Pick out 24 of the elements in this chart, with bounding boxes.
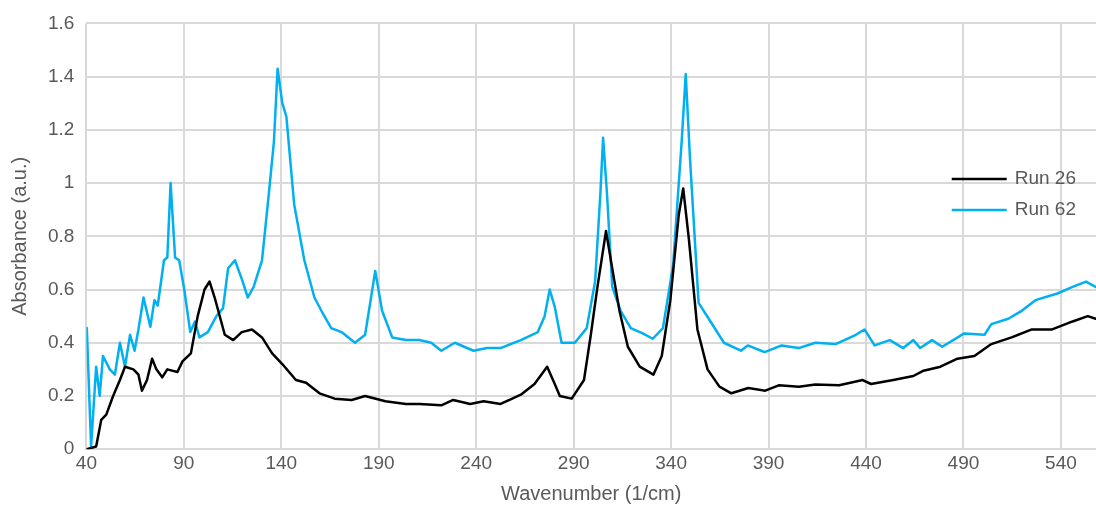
y-tick-label: 1 [63,171,75,193]
legend-label: Run 62 [1014,198,1077,220]
y-tick-label: 0.8 [47,224,75,246]
x-axis-title: Wavenumber (1/cm) [501,481,682,504]
x-tick-label: 290 [557,451,590,473]
x-tick-label: 190 [362,451,395,473]
x-tick-label: 440 [850,451,882,473]
x-tick-label: 540 [1045,451,1077,473]
legend-label: Run 26 [1014,167,1077,189]
x-tick-label: 240 [460,451,493,473]
y-tick-label: 0.2 [47,384,75,406]
x-tick-label: 390 [752,451,785,473]
x-tick-label: 340 [655,451,687,473]
y-tick-label: 0.6 [47,277,75,299]
x-tick-label: 40 [75,451,97,473]
y-tick-label: 1.6 [47,11,75,33]
x-tick-label: 90 [173,451,195,473]
y-tick-label: 0 [63,437,75,459]
y-tick-label: 1.4 [47,64,75,86]
y-tick-label: 0.4 [47,330,75,352]
x-tick-label: 140 [265,451,298,473]
y-tick-label: 1.2 [47,118,75,140]
y-axis-title: Absorbance (a.u.) [7,156,30,316]
x-tick-label: 490 [947,451,980,473]
